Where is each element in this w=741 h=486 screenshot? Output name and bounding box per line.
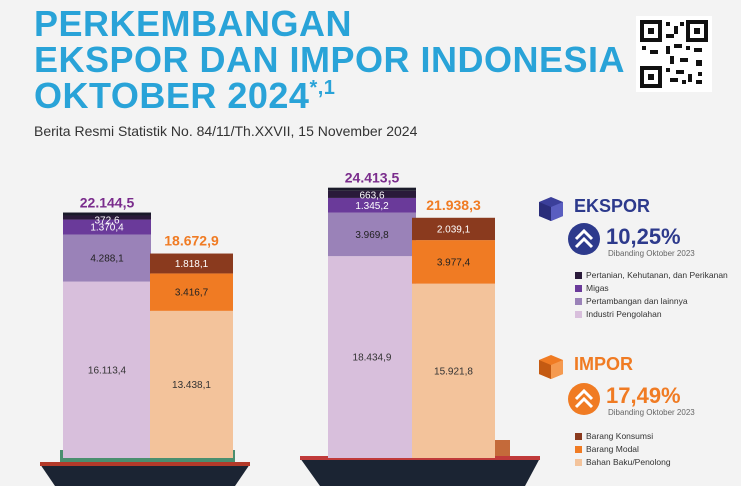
increase-arrow-icon [568, 223, 600, 255]
ekspor-bar-2-total-label: 24.413,5 [345, 170, 400, 186]
legend-swatch [575, 445, 582, 453]
legend-swatch [575, 297, 582, 305]
ekspor-bar-2-segment [328, 212, 416, 257]
ekspor-bar-2-segment [328, 256, 416, 458]
title-line-1: PERKEMBANGAN [34, 3, 353, 44]
ekspor-bar-1-segment-label: 4.288,1 [90, 254, 124, 265]
ekspor-compare: Dibanding Oktober 2023 [608, 249, 695, 258]
ekspor-bar-2-segment-label: 1.345,2 [355, 201, 389, 212]
container-cube-icon [539, 355, 563, 379]
ekspor-bar-1-segment [63, 234, 151, 282]
impor-bar-1-segment [150, 273, 233, 311]
impor-title: IMPOR [574, 354, 634, 374]
ekspor-bar-1-segment-label: 16.113,4 [88, 365, 127, 376]
impor-bar-1-segment [150, 253, 233, 274]
impor-bar-1-segment-label: 1.818,1 [175, 259, 209, 270]
increase-arrow-icon [568, 383, 600, 415]
legend-pertanian: Pertanian, Kehutanan, dan Perikanan [575, 270, 728, 280]
legend-swatch [575, 458, 582, 466]
impor-bar-1-segment-label: 3.416,7 [175, 288, 209, 299]
title-line-3: OKTOBER 2024*,1 [34, 75, 336, 116]
ekspor-bar-2-segment-label: 663,6 [359, 191, 384, 202]
legend-industri: Industri Pengolahan [575, 309, 662, 319]
impor-bar-1-segment [150, 310, 233, 458]
qr-code[interactable] [636, 16, 712, 92]
impor-bar-2-segment-label: 3.977,4 [437, 257, 471, 268]
ekspor-bar-1-segment [63, 215, 151, 220]
legend-migas: Migas [575, 283, 609, 293]
ekspor-bar-2-segment-label: 3.969,8 [355, 230, 389, 241]
legend-bahan: Bahan Baku/Penolong [575, 457, 671, 467]
legend-swatch [575, 271, 582, 279]
legend-swatch [575, 284, 582, 292]
impor-bar-2-total-label: 21.938,3 [426, 197, 481, 213]
impor-bar-2-segment [412, 283, 495, 458]
ekspor-growth: 10,25% [606, 224, 681, 249]
container-cube-icon [539, 197, 563, 221]
legend-konsumsi: Barang Konsumsi [575, 431, 653, 441]
ekspor-bar-2-segment [328, 197, 416, 213]
impor-bar-2-segment [412, 217, 495, 241]
legend-modal: Barang Modal [575, 444, 639, 454]
subtitle: Berita Resmi Statistik No. 84/11/Th.XXVI… [34, 123, 418, 139]
ekspor-title: EKSPOR [574, 196, 651, 216]
impor-bar-2-segment-label: 2.039,1 [437, 224, 471, 235]
ekspor-bar-1-segment [63, 281, 151, 458]
legend-pertambangan: Pertambangan dan lainnya [575, 296, 688, 306]
ekspor-bar-1-cap [63, 212, 151, 216]
impor-bar-2-segment-label: 15.921,8 [434, 366, 473, 377]
legend-swatch [575, 310, 582, 318]
impor-bar-1-total-label: 18.672,9 [164, 233, 219, 249]
ekspor-bar-2-segment [328, 190, 416, 198]
ekspor-bar-1-segment [63, 219, 151, 235]
impor-compare: Dibanding Oktober 2023 [608, 408, 695, 417]
impor-bar-1-segment-label: 13.438,1 [172, 380, 211, 391]
ekspor-bar-1-segment-label: 372,6 [94, 216, 119, 227]
ekspor-bar-1-total-label: 22.144,5 [80, 195, 135, 211]
legend-swatch [575, 432, 582, 440]
page-title: PERKEMBANGAN EKSPOR DAN IMPOR INDONESIA … [34, 6, 625, 114]
title-line-2: EKSPOR DAN IMPOR INDONESIA [34, 39, 626, 80]
ekspor-bar-1-segment-label: 1.370,4 [90, 223, 124, 234]
impor-bar-2-segment [412, 240, 495, 284]
ekspor-bar-2-segment-label: 18.434,9 [353, 353, 392, 364]
impor-growth: 17,49% [606, 383, 681, 408]
ekspor-bar-2-cap [328, 187, 416, 191]
